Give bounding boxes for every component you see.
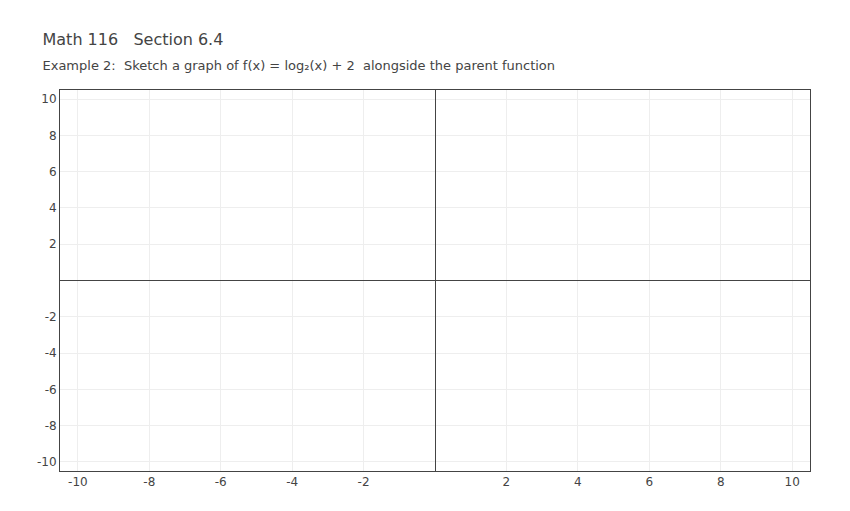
svg-text:6: 6 bbox=[49, 165, 57, 179]
svg-text:-2: -2 bbox=[358, 475, 370, 489]
svg-text:8: 8 bbox=[49, 129, 57, 143]
svg-text:8: 8 bbox=[717, 475, 725, 489]
svg-text:6: 6 bbox=[645, 475, 653, 489]
svg-text:-8: -8 bbox=[45, 419, 57, 433]
svg-text:-10: -10 bbox=[37, 455, 57, 469]
svg-text:4: 4 bbox=[574, 475, 582, 489]
svg-text:-6: -6 bbox=[215, 475, 227, 489]
svg-text:4: 4 bbox=[49, 201, 57, 215]
svg-text:2: 2 bbox=[503, 475, 511, 489]
svg-text:-6: -6 bbox=[45, 383, 57, 397]
svg-text:10: 10 bbox=[41, 92, 56, 106]
svg-text:-8: -8 bbox=[143, 475, 155, 489]
svg-text:Example 2: Sketch a graph of: Example 2: Sketch a graph of f(x) = log₂… bbox=[43, 58, 556, 73]
svg-text:-2: -2 bbox=[45, 310, 57, 324]
svg-text:10: 10 bbox=[784, 475, 799, 489]
svg-text:-10: -10 bbox=[68, 475, 88, 489]
svg-text:-4: -4 bbox=[286, 475, 298, 489]
svg-text:2: 2 bbox=[49, 237, 57, 251]
svg-text:Math 116 Section 6.4: Math 116 Section 6.4 bbox=[43, 30, 224, 49]
svg-text:-4: -4 bbox=[45, 346, 57, 360]
